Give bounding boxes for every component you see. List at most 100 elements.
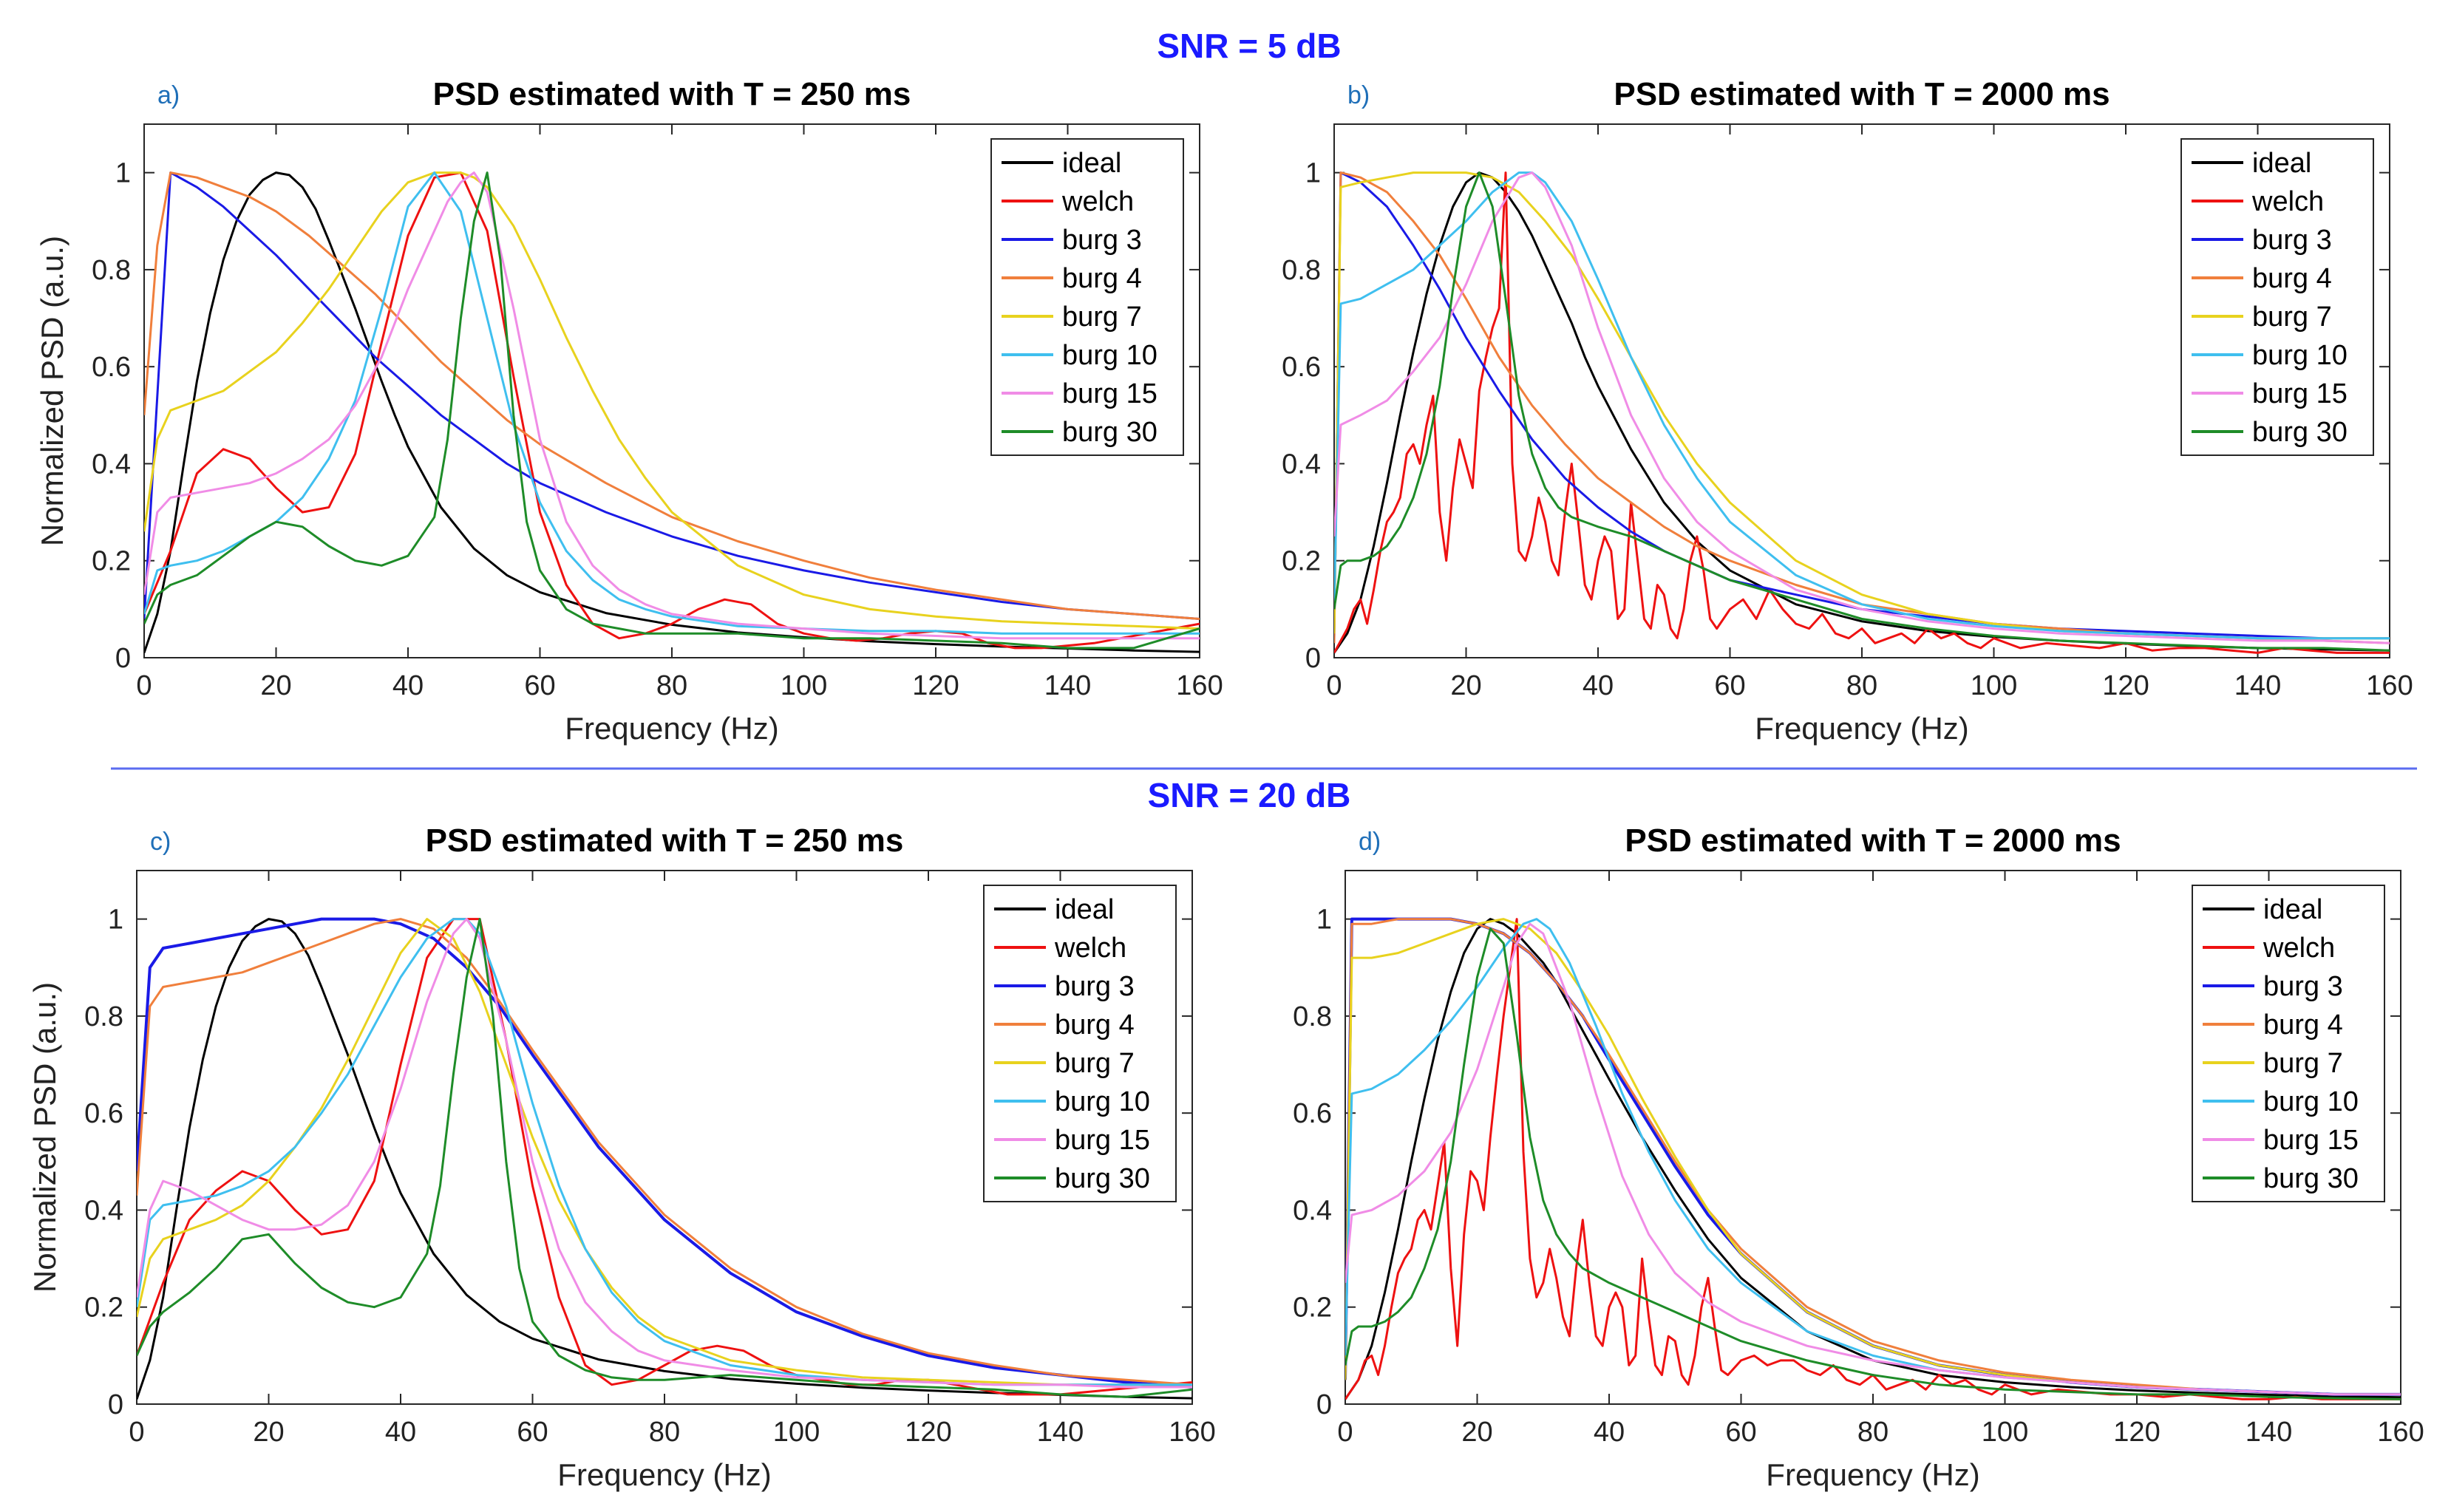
y-tick-label: 1 [1305, 158, 1321, 189]
x-tick-label: 40 [392, 670, 424, 701]
panel-letter: b) [1347, 81, 1370, 109]
series-line-burg-3 [137, 917, 1192, 1389]
series-group [144, 171, 1200, 653]
series-line-burg-15 [1345, 922, 2401, 1396]
panel-d: PSD estimated with T = 2000 ms d) 0 20 40 60 8… [1293, 823, 2424, 1492]
y-tick-label: 0.4 [1293, 1195, 1332, 1226]
y-tick-label: 0.8 [92, 255, 131, 286]
x-tick-label: 140 [2246, 1417, 2292, 1448]
x-tick-label: 160 [2366, 670, 2413, 701]
y-tick-label: 0 [115, 643, 131, 674]
x-tick-label: 80 [1846, 670, 1877, 701]
legend-label: welch [2251, 186, 2324, 217]
legend-label: burg 3 [1062, 225, 1142, 256]
x-tick-label: 40 [1594, 1417, 1625, 1448]
legend-label: welch [1054, 933, 1126, 964]
x-tick-label: 20 [260, 670, 291, 701]
y-tick-label: 0.4 [84, 1195, 123, 1226]
y-tick-label: 0.8 [84, 1001, 123, 1032]
x-tick-label: 100 [1982, 1417, 2028, 1448]
y-tick-label: 1 [115, 158, 131, 189]
legend-box [990, 138, 1184, 456]
y-tick-label: 1 [1316, 905, 1332, 936]
x-tick-label: 20 [253, 1417, 284, 1448]
legend: ideal welch burg 3 burg 4 burg 7 burg 10 burg … [990, 138, 1184, 456]
chart-title: PSD estimated with T = 2000 ms [1625, 823, 2121, 859]
chart-title: PSD estimated with T = 250 ms [433, 76, 911, 112]
legend-label: burg 7 [2263, 1048, 2343, 1079]
legend-label: burg 10 [2252, 340, 2348, 371]
x-tick-label: 80 [1857, 1417, 1889, 1448]
x-tick-label: 80 [649, 1417, 680, 1448]
y-tick-label: 0 [1305, 643, 1321, 674]
series-line-burg-15 [144, 171, 1200, 640]
y-tick-label: 0 [108, 1389, 123, 1420]
x-tick-label: 40 [1583, 670, 1614, 701]
legend-label: burg 10 [1062, 340, 1157, 371]
legend-box [2180, 138, 2374, 456]
legend-label: burg 3 [2252, 225, 2332, 256]
legend-label: burg 10 [1055, 1086, 1150, 1117]
x-tick-label: 160 [1169, 1417, 1215, 1448]
x-tick-label: 120 [2102, 670, 2149, 701]
legend-label: burg 4 [2263, 1009, 2343, 1041]
legend-label: welch [1061, 186, 1134, 217]
legend-label: burg 4 [1055, 1009, 1135, 1041]
legend-label: burg 15 [2252, 378, 2348, 409]
legend-label: burg 7 [1055, 1048, 1135, 1079]
y-tick-label: 0.2 [92, 546, 131, 577]
x-tick-label: 100 [781, 670, 827, 701]
y-tick-label: 0.2 [1293, 1293, 1332, 1324]
y-tick-label: 0.6 [1282, 352, 1321, 383]
y-tick-label: 0.8 [1293, 1001, 1332, 1032]
x-tick-label: 160 [1176, 670, 1223, 701]
x-axis-label: Frequency (Hz) [557, 1457, 771, 1492]
series-line-welch [1334, 171, 2390, 654]
x-tick-label: 120 [912, 670, 959, 701]
x-tick-label: 100 [773, 1417, 820, 1448]
legend-box [983, 885, 1177, 1202]
series-line-ideal [1345, 918, 2401, 1400]
legend-label: burg 30 [1062, 417, 1157, 448]
legend-label: burg 15 [2263, 1125, 2359, 1156]
y-tick-label: 0.4 [1282, 449, 1321, 480]
series-line-welch [144, 171, 1200, 650]
panel-a: PSD estimated with T = 250 ms a) 0 20 40 60 80… [35, 76, 1223, 746]
legend-label: burg 30 [2263, 1163, 2359, 1194]
x-tick-label: 120 [2113, 1417, 2160, 1448]
x-tick-label: 160 [2377, 1417, 2424, 1448]
panel-letter: d) [1359, 828, 1381, 856]
x-tick-label: 60 [1725, 1417, 1756, 1448]
series-line-burg-3 [144, 171, 1200, 620]
y-tick-label: 1 [108, 905, 123, 936]
series-line-burg-30 [144, 171, 1200, 650]
legend-label: burg 30 [2252, 417, 2348, 448]
legend-label: burg 7 [2252, 302, 2332, 333]
legend-label: burg 30 [1055, 1163, 1150, 1194]
series-line-burg-30 [1345, 927, 2401, 1400]
x-tick-label: 120 [905, 1417, 951, 1448]
x-tick-label: 0 [1337, 1417, 1353, 1448]
y-tick-label: 0.2 [1282, 546, 1321, 577]
chart-title: PSD estimated with T = 2000 ms [1614, 76, 2110, 112]
x-tick-label: 20 [1461, 1417, 1492, 1448]
chart-title: PSD estimated with T = 250 ms [426, 823, 904, 859]
panel-b: PSD estimated with T = 2000 ms b) 0 20 40 60 8… [1282, 76, 2413, 746]
legend-label: burg 15 [1062, 378, 1157, 409]
series-line-burg-30 [1334, 171, 2390, 652]
x-axis-label: Frequency (Hz) [565, 711, 778, 746]
x-tick-label: 40 [385, 1417, 416, 1448]
snr-title-bottom: SNR = 20 dB [1148, 776, 1351, 814]
legend: ideal welch burg 3 burg 4 burg 7 burg 10 burg … [983, 885, 1177, 1202]
x-tick-label: 0 [1326, 670, 1342, 701]
y-tick-label: 0.2 [84, 1293, 123, 1324]
y-tick-label: 0.4 [92, 449, 131, 480]
legend-label: burg 7 [1062, 302, 1142, 333]
series-line-burg-30 [137, 918, 1192, 1398]
legend-label: ideal [2263, 894, 2322, 925]
y-axis-label: Normalized PSD (a.u.) [35, 236, 69, 546]
y-tick-label: 0.6 [1293, 1098, 1332, 1129]
legend-label: burg 4 [2252, 263, 2332, 294]
series-line-burg-4 [144, 171, 1200, 620]
x-tick-label: 0 [136, 670, 152, 701]
